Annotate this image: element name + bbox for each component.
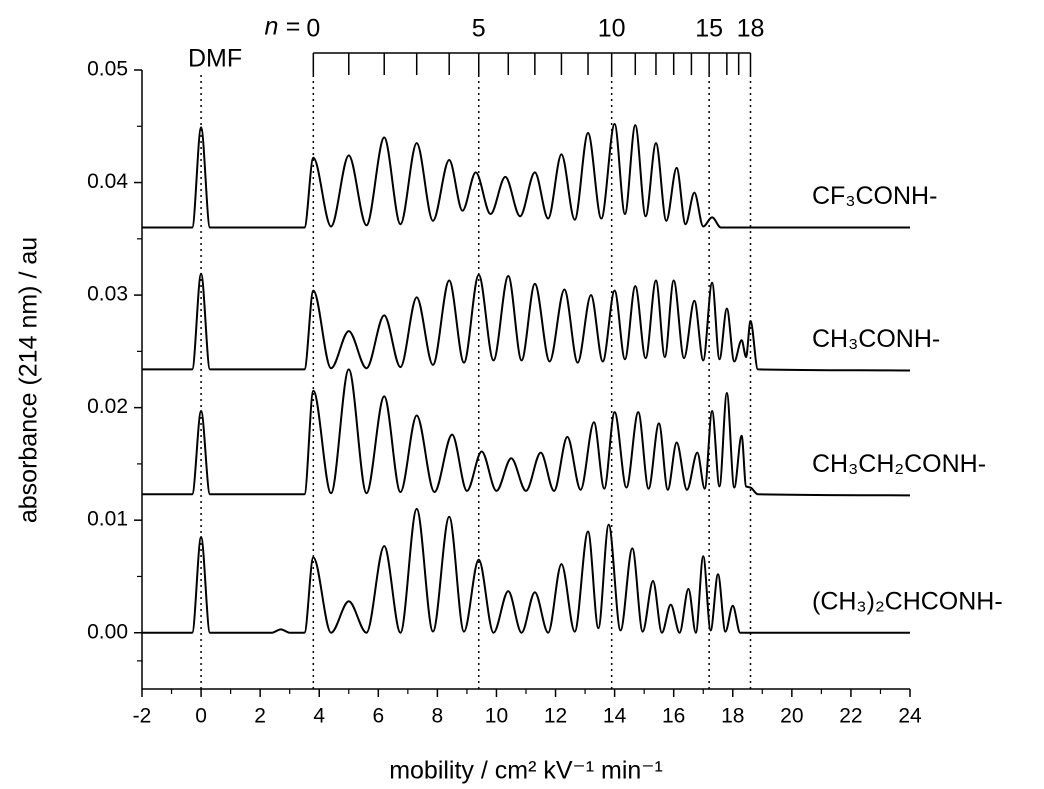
x-tick-label: 18 (721, 705, 744, 728)
y-tick-label: 0.00 (87, 620, 128, 643)
n-tick-label: 10 (598, 15, 626, 43)
x-tick-label: 0 (195, 705, 207, 728)
x-tick-label: 22 (839, 705, 862, 728)
x-tick-label: 6 (372, 705, 384, 728)
x-tick-label: 24 (898, 705, 922, 728)
series-label: (CH₃)₂CHCONH- (812, 587, 1003, 615)
series-label: CH₃CONH- (812, 325, 940, 353)
y-tick-label: 0.01 (87, 508, 128, 531)
x-tick-label: 2 (254, 705, 266, 728)
y-tick-label: 0.05 (87, 58, 128, 81)
series-line (142, 272, 911, 372)
x-tick-label: 4 (313, 705, 325, 728)
series-line (142, 123, 910, 229)
annotation: DMF (188, 45, 242, 73)
x-tick-label: 16 (662, 705, 685, 728)
n-tick-label: 18 (737, 15, 765, 43)
series-line (141, 368, 911, 497)
y-tick-label: 0.02 (87, 395, 128, 418)
x-tick-label: 20 (780, 705, 803, 728)
n-tick-label: 0 (306, 15, 320, 43)
series-label: CF₃CONH- (812, 182, 937, 210)
x-tick-label: 8 (432, 705, 444, 728)
y-axis-title: absorbance (214 nm) / au (15, 237, 43, 523)
x-tick-label: 14 (603, 705, 627, 728)
x-tick-label: 10 (485, 705, 508, 728)
y-tick-label: 0.03 (87, 283, 128, 306)
x-tick-label: -2 (133, 705, 152, 728)
x-axis-title: mobility / cm² kV⁻¹ min⁻¹ (389, 757, 663, 785)
series-line (142, 507, 910, 634)
y-tick-label: 0.04 (87, 170, 128, 193)
n-tick-label: 5 (472, 15, 486, 43)
series-label: CH₃CH₂CONH- (812, 450, 986, 478)
n-axis-label: n = (265, 13, 300, 41)
x-tick-label: 12 (544, 705, 567, 728)
n-tick-label: 15 (695, 15, 723, 43)
